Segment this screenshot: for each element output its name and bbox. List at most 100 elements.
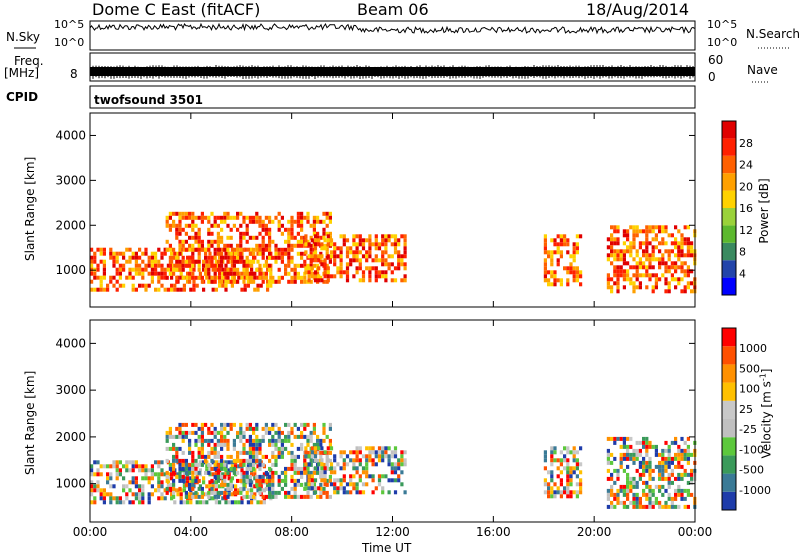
velocity-echo-cell — [629, 444, 633, 449]
velocity-echo-cell — [240, 468, 244, 473]
velocity-echo-cell — [284, 474, 288, 479]
power-echo-cell — [312, 215, 316, 220]
power-echo-cell — [645, 241, 649, 246]
velocity-echo-cell — [313, 466, 318, 471]
power-echo-cell — [651, 265, 655, 270]
power-echo-cell — [246, 283, 250, 288]
velocity-echo-cell — [178, 474, 182, 479]
velocity-echo-cell — [191, 454, 195, 459]
velocity-echo-cell — [245, 438, 249, 443]
power-echo-cell — [333, 246, 337, 251]
power-echo-cell — [690, 269, 694, 274]
velocity-echo-cell — [651, 500, 655, 505]
velocity-echo-cell — [661, 452, 665, 457]
power-echo-cell — [638, 257, 642, 262]
velocity-echo-cell — [316, 434, 320, 439]
velocity-echo-cell — [575, 474, 579, 479]
power-echo-cell — [339, 266, 343, 271]
velocity-echo-cell — [320, 466, 324, 471]
velocity-echo-cell — [670, 496, 674, 501]
power-echo-cell — [651, 285, 655, 290]
velocity-echo-cell — [242, 470, 246, 475]
velocity-echo-cell — [342, 458, 346, 463]
power-echo-cell — [252, 271, 256, 276]
power-echo-cell — [144, 287, 148, 292]
velocity-echo-cell — [184, 494, 188, 499]
velocity-echo-cell — [224, 472, 228, 477]
velocity-echo-cell — [543, 466, 547, 471]
velocity-echo-cell — [184, 430, 188, 435]
velocity-echo-cell — [606, 436, 610, 441]
power-echo-cell — [266, 279, 270, 284]
velocity-echo-cell — [645, 480, 649, 485]
velocity-echo-cell — [543, 478, 547, 483]
power-echo-cell — [236, 227, 240, 232]
velocity-echo-cell — [252, 450, 256, 455]
velocity-echo-cell — [277, 454, 281, 459]
velocity-echo-cell — [303, 434, 307, 439]
power-echo-cell — [268, 247, 272, 252]
power-echo-cell — [654, 245, 658, 250]
power-echo-cell — [154, 271, 158, 276]
velocity-echo-cell — [610, 488, 614, 493]
velocity-echo-cell — [397, 466, 401, 471]
velocity-echo-cell — [304, 482, 308, 487]
velocity-echo-cell — [168, 466, 172, 471]
velocity-echo-cell — [658, 476, 662, 481]
velocity-echo-cell — [635, 492, 639, 497]
power-echo-cell — [115, 251, 119, 256]
velocity-echo-cell — [170, 476, 174, 481]
power-echo-cell — [575, 242, 579, 247]
velocity-echo-cell — [248, 422, 252, 427]
velocity-echo-cell — [683, 440, 687, 445]
velocity-echo-cell — [635, 500, 639, 505]
power-echo-cell — [686, 249, 690, 254]
power-echo-cell — [122, 251, 126, 256]
power-echo-cell — [287, 251, 291, 256]
velocity-echo-cell — [236, 478, 240, 483]
power-echo-cell — [686, 281, 690, 286]
velocity-echo-cell — [205, 500, 209, 505]
velocity-colorbar-frame — [721, 327, 737, 511]
power-echo-cell — [293, 279, 297, 284]
power-echo-cell — [306, 219, 310, 224]
velocity-echo-cell — [274, 490, 278, 495]
velocity-echo-cell — [258, 490, 262, 495]
velocity-echo-cell — [240, 496, 244, 501]
power-echo-cell — [610, 249, 614, 254]
velocity-echo-cell — [216, 438, 220, 443]
velocity-echo-cell — [271, 470, 275, 475]
velocity-echo-cell — [277, 438, 281, 443]
velocity-echo-cell — [553, 446, 557, 451]
velocity-echo-cell — [223, 438, 227, 443]
power-echo-cell — [349, 262, 353, 267]
power-echo-cell — [274, 243, 278, 248]
velocity-echo-cell — [566, 482, 570, 487]
velocity-echo-cell — [626, 488, 630, 493]
velocity-echo-cell — [268, 490, 272, 495]
power-echo-cell — [313, 254, 318, 259]
power-echo-cell — [106, 287, 110, 292]
velocity-echo-cell — [236, 430, 240, 435]
velocity-echo-cell — [198, 468, 202, 473]
power-echo-cell — [141, 271, 145, 276]
power-echo-cell — [197, 215, 201, 220]
velocity-echo-cell — [651, 468, 655, 473]
power-echo-cell — [316, 231, 320, 236]
velocity-echo-cell — [690, 492, 694, 497]
power-echo-cell — [303, 279, 307, 284]
velocity-echo-cell — [322, 490, 326, 495]
velocity-echo-cell — [266, 484, 270, 489]
velocity-echo-cell — [316, 458, 320, 463]
velocity-echo-cell — [220, 446, 224, 451]
power-echo-cell — [173, 263, 177, 268]
power-echo-cell — [342, 242, 346, 247]
power-echo-cell — [317, 266, 321, 271]
power-echo-cell — [613, 265, 617, 270]
velocity-echo-cell — [258, 438, 262, 443]
power-echo-cell — [178, 231, 182, 236]
velocity-echo-cell — [365, 462, 369, 467]
velocity-echo-cell — [154, 460, 158, 465]
velocity-echo-cell — [245, 490, 249, 495]
power-echo-cell — [626, 269, 630, 274]
